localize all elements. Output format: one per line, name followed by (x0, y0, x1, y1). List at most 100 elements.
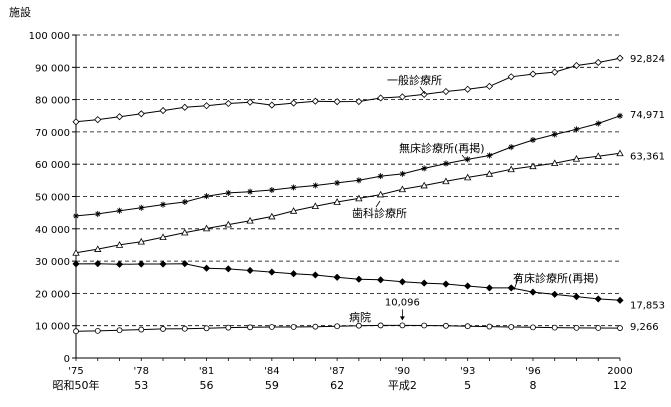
y-tick-label: 100 000 (29, 31, 70, 42)
data-point (398, 185, 407, 193)
data-point (268, 324, 275, 330)
data-point (595, 325, 602, 331)
y-tick-label: 0 (64, 354, 70, 365)
y-axis-title: 施設 (9, 5, 31, 19)
data-point (464, 323, 471, 330)
x-era-label: 53 (134, 379, 148, 392)
data-point (572, 155, 581, 162)
data-point (181, 103, 189, 111)
data-point (312, 323, 319, 330)
x-tick-label: '90 (395, 366, 410, 377)
data-point (246, 98, 254, 106)
series-0 (72, 54, 624, 126)
data-point (137, 237, 145, 245)
data-point (159, 233, 167, 240)
data-point (355, 97, 363, 106)
y-tick-label: 20 000 (35, 289, 70, 300)
x-tick-label: '96 (525, 366, 540, 377)
x-tick-label: '75 (68, 366, 83, 377)
data-point (116, 327, 123, 334)
data-point (355, 194, 363, 202)
data-point (442, 160, 449, 167)
data-point (377, 322, 384, 329)
end-label: 63,361 (630, 151, 665, 162)
end-labels: 92,824 74,971 63,361 17,853 9,266 (630, 54, 665, 333)
series-label: 病院 (349, 310, 371, 324)
data-point (464, 173, 472, 181)
data-point (311, 271, 319, 279)
data-point (616, 296, 624, 304)
data-point (333, 98, 341, 106)
data-point (355, 177, 362, 184)
data-point (73, 328, 79, 335)
data-point (94, 116, 102, 124)
data-point (333, 198, 341, 205)
series-line (75, 263, 621, 301)
x-tick-label: '81 (199, 366, 214, 377)
data-point (485, 170, 494, 177)
data-point (508, 324, 515, 330)
data-point (398, 278, 406, 286)
data-point (573, 126, 580, 133)
data-point (159, 260, 167, 268)
data-point (72, 248, 80, 256)
x-era-label: 昭和50年 (53, 378, 100, 392)
data-point (464, 156, 471, 163)
data-point (247, 188, 254, 195)
data-point (224, 99, 232, 108)
data-point (94, 327, 101, 334)
data-point (116, 207, 123, 214)
end-label: 17,853 (630, 300, 665, 311)
series-group (72, 54, 624, 335)
data-point (485, 82, 494, 90)
data-point (334, 179, 341, 186)
data-point (138, 326, 145, 333)
end-label: 74,971 (630, 110, 665, 121)
x-tick-label: 2000 (607, 366, 632, 377)
data-point (247, 324, 253, 331)
data-point (508, 144, 515, 151)
data-point (224, 265, 232, 273)
y-tick-label: 40 000 (35, 225, 70, 236)
data-point (464, 85, 472, 93)
data-point (115, 113, 124, 121)
data-point (530, 324, 536, 331)
data-point (507, 165, 515, 173)
y-tick-label: 90 000 (35, 63, 70, 74)
data-point (617, 112, 623, 119)
data-point (551, 324, 558, 331)
x-era-label: 56 (200, 379, 214, 392)
data-point (115, 260, 124, 268)
series-line (75, 324, 621, 332)
x-era-label: 62 (330, 379, 344, 392)
data-point (159, 107, 167, 115)
leader-line (375, 200, 381, 208)
data-point (290, 270, 298, 278)
data-point (573, 324, 580, 331)
y-tick-label: 30 000 (35, 257, 70, 268)
data-point (94, 210, 101, 217)
data-point (420, 181, 428, 189)
data-point (203, 193, 210, 200)
x-era-label: 12 (613, 379, 627, 392)
data-point (507, 73, 515, 81)
leader-line (419, 86, 426, 95)
data-point (290, 324, 297, 330)
data-point (377, 94, 385, 102)
data-point (551, 131, 558, 138)
data-point (529, 162, 537, 170)
data-point (72, 118, 80, 126)
x-axis: '75 '78 '81 '84 '87 '90 '93 '96 2000 昭和50年 53 56 59 6… (53, 357, 633, 392)
annotation-label: 10,096 (385, 297, 420, 308)
series-line (75, 152, 621, 254)
data-point (420, 90, 428, 98)
data-point (617, 325, 623, 331)
series-label: 有床診療所(再掲) (513, 271, 599, 285)
data-point (202, 224, 211, 232)
data-point (551, 159, 559, 167)
data-point (485, 284, 494, 292)
leader-line (461, 154, 468, 162)
data-point (137, 260, 145, 268)
data-point (486, 323, 493, 330)
